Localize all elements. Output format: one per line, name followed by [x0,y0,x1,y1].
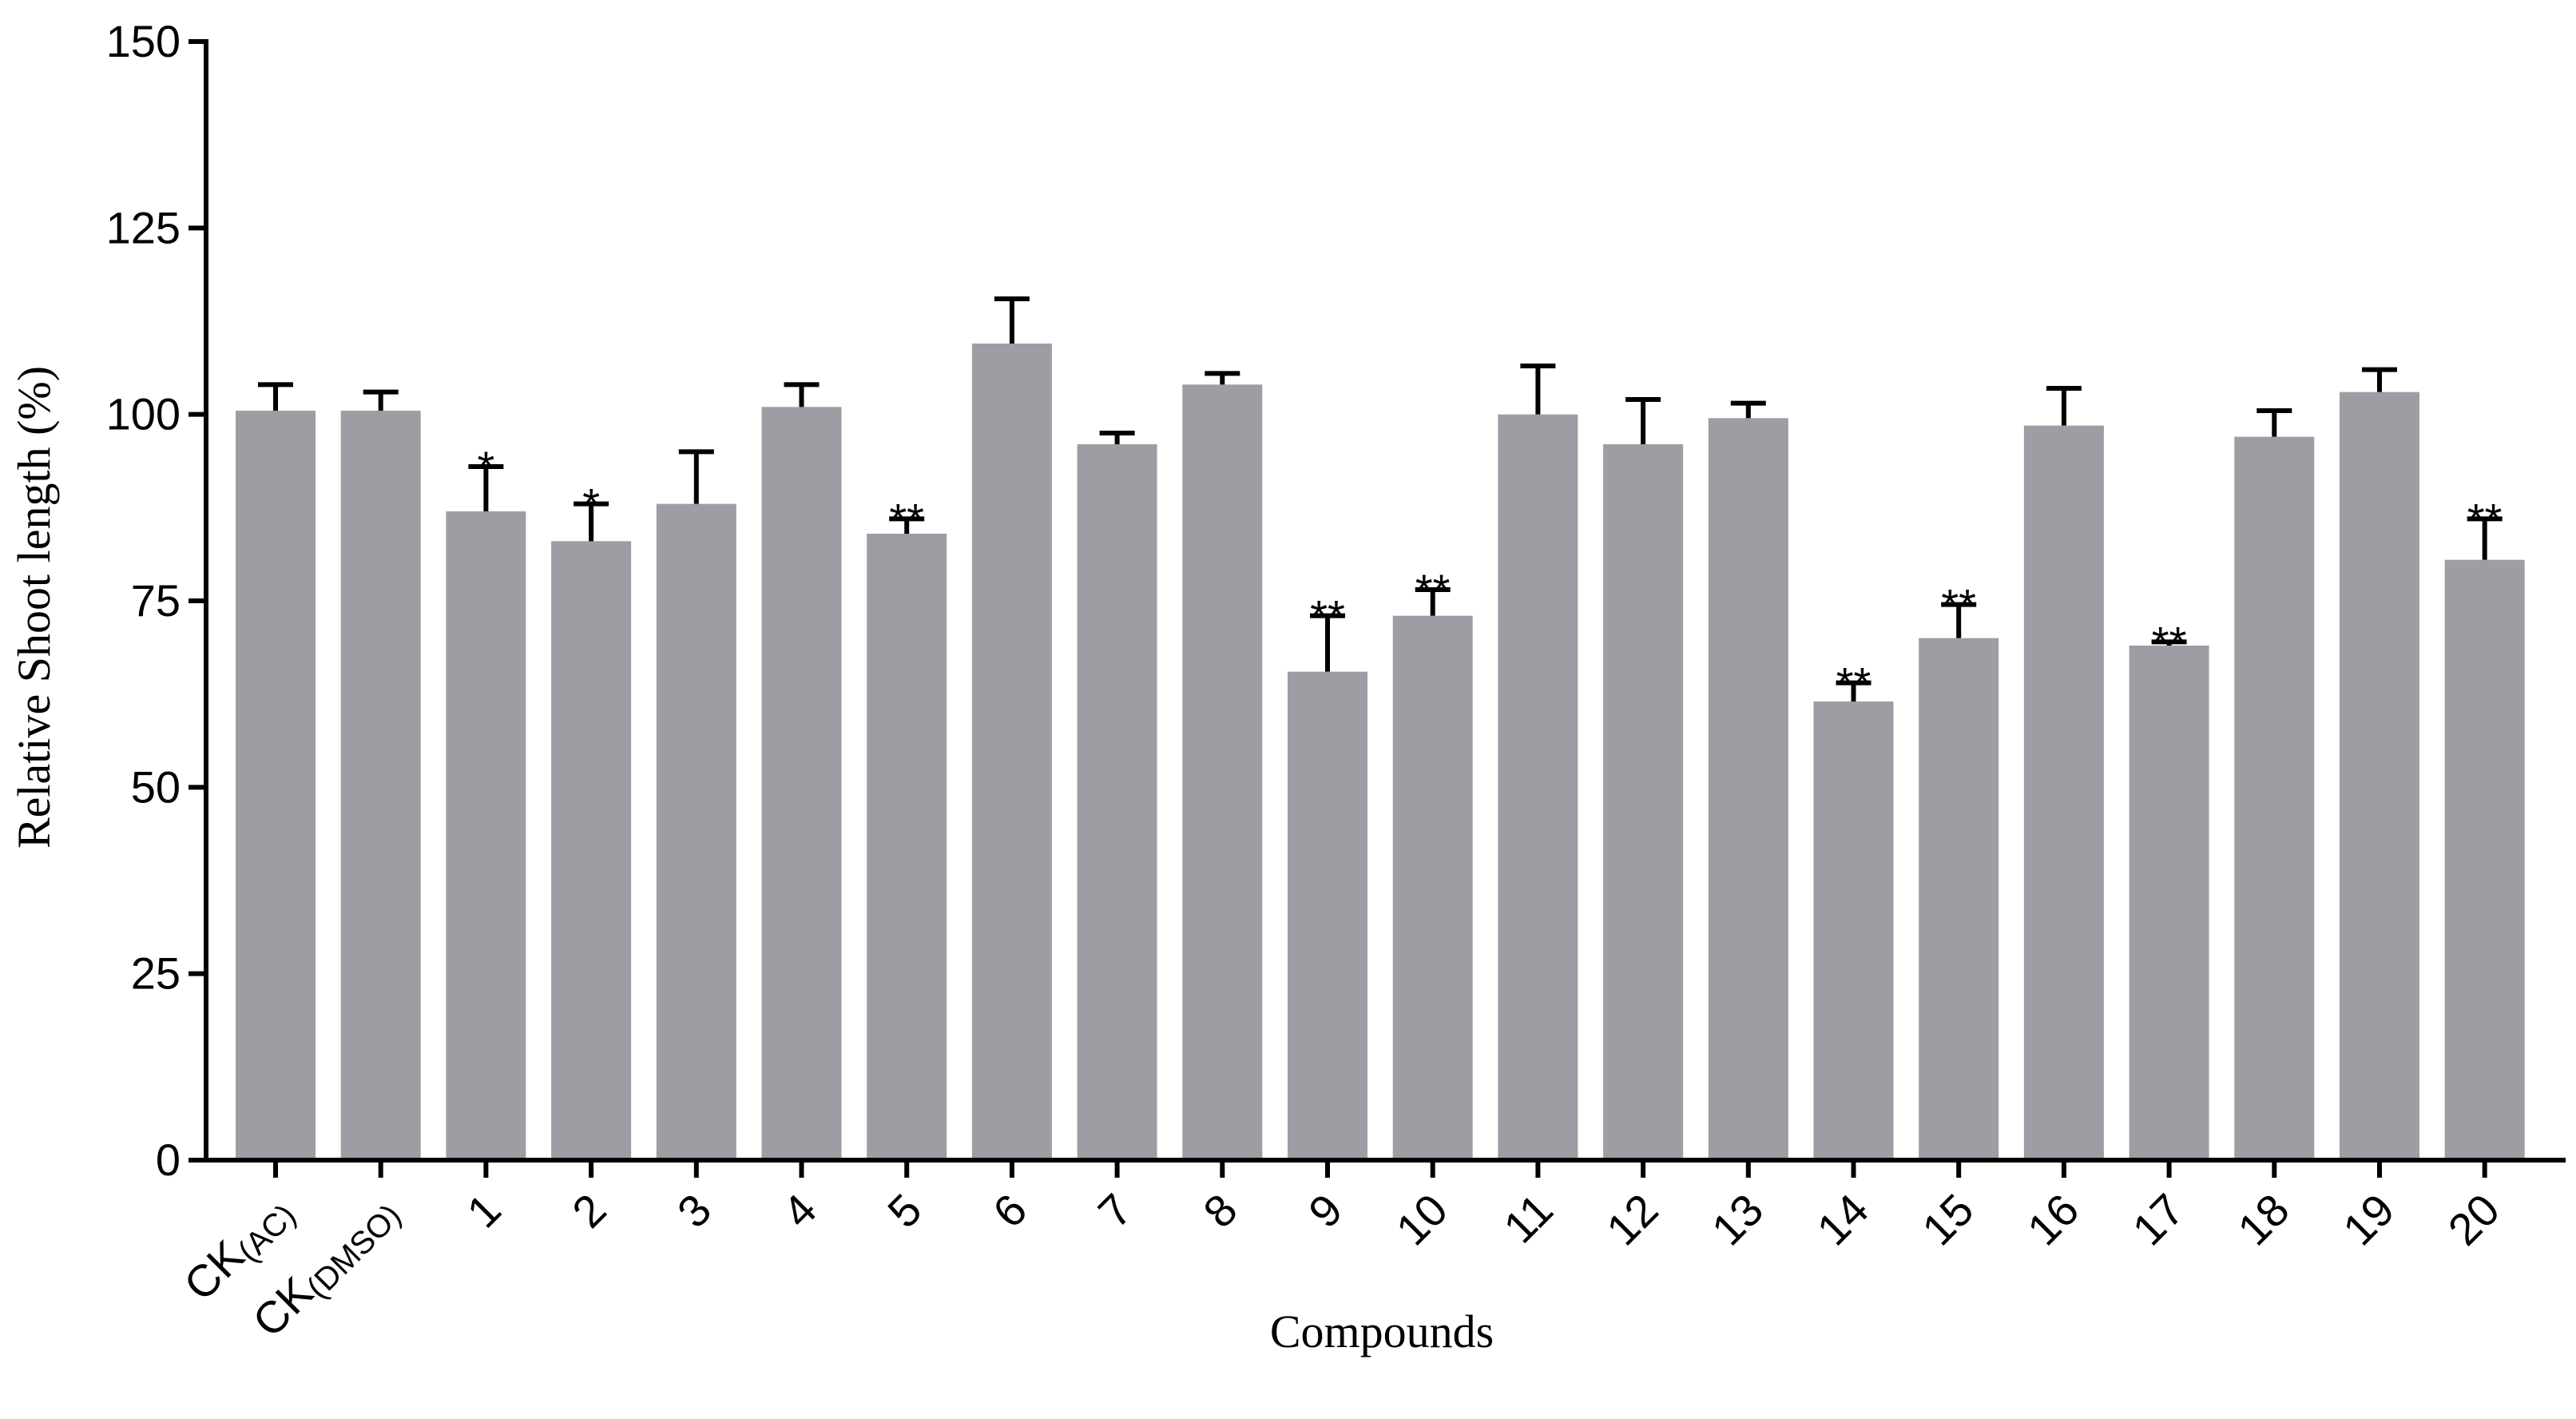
x-tick-label: 6 [983,1184,1037,1238]
y-tick-label: 50 [131,761,181,812]
significance-marker: ** [1415,565,1451,615]
bar [971,344,1052,1160]
x-tick-label: 4 [772,1184,826,1238]
x-tick-label: 14 [1807,1184,1878,1255]
y-tick-label: 25 [131,948,181,999]
bar [1392,615,1473,1160]
y-ticks-group: 0 25 50 75 100 125 150 [106,16,206,1185]
bar [761,407,842,1160]
y-axis-title: Relative Shoot length (%) [8,366,60,849]
x-tick-label: 2 [562,1184,616,1238]
x-tick-label: 16 [2018,1184,2089,1255]
y-tick-label: 150 [106,16,181,66]
x-tick-label: 7 [1089,1184,1142,1238]
significance-marker: ** [1310,591,1345,642]
bar [2023,425,2104,1160]
bar [236,411,316,1160]
significance-marker: ** [1941,580,1976,630]
bar [867,534,947,1160]
y-tick-label: 75 [131,575,181,626]
bar [656,503,736,1160]
bar [1182,384,1263,1160]
bar [1919,638,1999,1160]
bar [1498,414,1578,1160]
bar [446,511,526,1160]
y-tick-label: 0 [156,1135,181,1185]
x-tick-label: 3 [668,1184,721,1238]
significance-marker: ** [2467,494,2503,544]
x-axis-title: Compounds [1270,1306,1494,1357]
y-tick-label: 125 [106,202,181,252]
bar [2129,646,2209,1160]
x-tick-label: 5 [878,1184,931,1238]
bar [1288,671,1367,1160]
x-tick-label: 20 [2439,1184,2510,1255]
x-tick-label: 19 [2333,1184,2404,1255]
bar [340,411,421,1160]
x-tick-label: 18 [2228,1184,2299,1255]
bar [551,541,632,1160]
x-tick-label: 8 [1193,1184,1247,1238]
bar [1813,702,1894,1160]
x-tick-label: 15 [1912,1184,1983,1255]
x-tick-label: 1 [457,1184,510,1238]
bar [1603,444,1684,1160]
x-tick-label: 9 [1299,1184,1352,1238]
x-tick-label: 10 [1387,1184,1458,1255]
x-tick-label: 12 [1597,1184,1668,1255]
significance-group: ** ************** [478,442,2503,709]
significance-marker: * [478,442,495,492]
x-tick-label: 17 [2122,1184,2193,1255]
significance-marker: ** [2152,617,2187,667]
x-tick-label: 13 [1702,1184,1773,1255]
error-bars-group [258,296,2503,702]
bar [2444,559,2525,1160]
y-tick-label: 100 [106,389,181,439]
bars-group [236,344,2525,1161]
significance-marker: ** [889,494,924,544]
x-tick-label: 11 [1494,1184,1562,1253]
bar [1708,418,1788,1160]
significance-marker: ** [1836,658,1871,709]
bar [1077,444,1157,1160]
bar [2340,392,2419,1161]
bar [2234,436,2315,1160]
significance-marker: * [582,479,600,530]
